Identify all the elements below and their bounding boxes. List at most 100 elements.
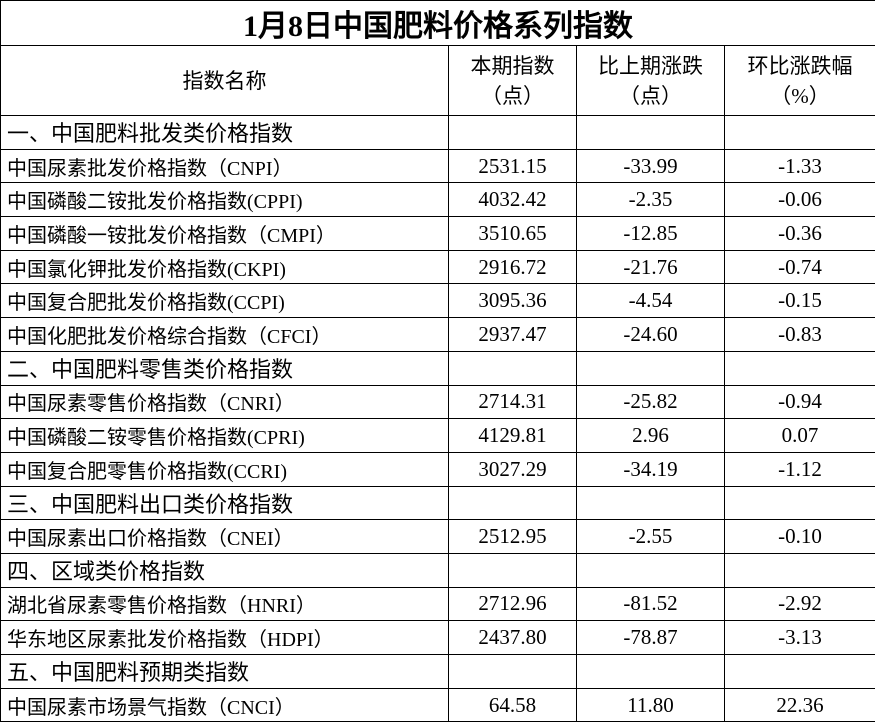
data-row: 华东地区尿素批发价格指数（HDPI） 2437.80 -78.87 -3.13 (0, 620, 875, 655)
header-text: （点） (619, 83, 682, 108)
title-row: 1月8日中国肥料价格系列指数 (0, 0, 875, 46)
name-cell: 五、中国肥料预期类指数 (0, 654, 449, 689)
table-title: 1月8日中国肥料价格系列指数 (0, 0, 875, 46)
value-cell: 4129.81 (448, 418, 577, 453)
value-cell: 3510.65 (448, 216, 577, 251)
header-row: 指数名称 本期指数 （点） 比上期涨跌 （点） 环比涨跌幅 （%） (0, 45, 875, 116)
value-cell: 2714.31 (448, 384, 577, 420)
value-cell: -25.82 (576, 384, 725, 420)
data-row: 中国尿素出口价格指数（CNEI） 2512.95 -2.55 -0.10 (0, 519, 875, 554)
data-row: 中国磷酸二铵批发价格指数(CPPI) 4032.42 -2.35 -0.06 (0, 182, 875, 218)
value-cell: 2712.96 (448, 586, 577, 622)
data-row: 中国复合肥零售价格指数(CCRI) 3027.29 -34.19 -1.12 (0, 451, 875, 487)
empty-cell (576, 552, 725, 588)
name-cell: 中国尿素零售价格指数（CNRI） (0, 384, 449, 420)
value-cell: -1.12 (724, 451, 875, 487)
empty-cell (724, 350, 875, 386)
empty-cell (576, 654, 725, 689)
data-row: 中国磷酸二铵零售价格指数(CPRI) 4129.81 2.96 0.07 (0, 418, 875, 453)
empty-cell (576, 485, 725, 521)
value-cell: -0.06 (724, 182, 875, 218)
name-cell: 二、中国肥料零售类价格指数 (0, 350, 449, 386)
name-cell: 中国尿素批发价格指数（CNPI） (0, 148, 449, 184)
data-row: 中国尿素批发价格指数（CNPI） 2531.15 -33.99 -1.33 (0, 148, 875, 184)
value-cell: -0.15 (724, 283, 875, 319)
value-cell: -33.99 (576, 148, 725, 184)
data-row: 中国氯化钾批发价格指数(CKPI) 2916.72 -21.76 -0.74 (0, 249, 875, 285)
value-cell: 3027.29 (448, 451, 577, 487)
value-cell: 2531.15 (448, 148, 577, 184)
empty-cell (448, 350, 577, 386)
value-cell: 2937.47 (448, 317, 577, 352)
value-cell: -0.83 (724, 317, 875, 352)
value-cell: 22.36 (724, 687, 875, 723)
section-row: 五、中国肥料预期类指数 (0, 654, 875, 689)
name-cell: 华东地区尿素批发价格指数（HDPI） (0, 620, 449, 655)
value-cell: 11.80 (576, 687, 725, 723)
empty-cell (724, 552, 875, 588)
name-cell: 中国复合肥零售价格指数(CCRI) (0, 451, 449, 487)
header-text: （%） (770, 83, 830, 108)
name-cell: 中国磷酸一铵批发价格指数（CMPI） (0, 216, 449, 251)
header-cell: 指数名称 (0, 45, 449, 116)
value-cell: -2.92 (724, 586, 875, 622)
value-cell: -1.33 (724, 148, 875, 184)
empty-cell (448, 654, 577, 689)
data-row: 中国尿素零售价格指数（CNRI） 2714.31 -25.82 -0.94 (0, 384, 875, 420)
empty-cell (448, 552, 577, 588)
section-row: 二、中国肥料零售类价格指数 (0, 350, 875, 386)
value-cell: 64.58 (448, 687, 577, 723)
empty-cell (724, 485, 875, 521)
value-cell: 2.96 (576, 418, 725, 453)
data-row: 中国磷酸一铵批发价格指数（CMPI） 3510.65 -12.85 -0.36 (0, 216, 875, 251)
value-cell: 2916.72 (448, 249, 577, 285)
value-cell: -0.74 (724, 249, 875, 285)
value-cell: 4032.42 (448, 182, 577, 218)
value-cell: -12.85 (576, 216, 725, 251)
header-cell: 本期指数 （点） (448, 45, 577, 116)
header-text: 指数名称 (182, 68, 267, 93)
name-cell: 四、区域类价格指数 (0, 552, 449, 588)
value-cell: 2512.95 (448, 519, 577, 554)
value-cell: -0.94 (724, 384, 875, 420)
header-cell: 比上期涨跌 （点） (576, 45, 725, 116)
header-text: 比上期涨跌 (598, 53, 703, 78)
empty-cell (576, 115, 725, 150)
data-row: 湖北省尿素零售价格指数（HNRI） 2712.96 -81.52 -2.92 (0, 586, 875, 622)
value-cell: -2.35 (576, 182, 725, 218)
empty-cell (724, 654, 875, 689)
name-cell: 中国磷酸二铵零售价格指数(CPRI) (0, 418, 449, 453)
empty-cell (576, 350, 725, 386)
data-row: 中国化肥批发价格综合指数（CFCI） 2937.47 -24.60 -0.83 (0, 317, 875, 352)
name-cell: 中国尿素市场景气指数（CNCI） (0, 687, 449, 723)
empty-cell (448, 115, 577, 150)
value-cell: 0.07 (724, 418, 875, 453)
header-text: 本期指数 (470, 53, 555, 78)
value-cell: -3.13 (724, 620, 875, 655)
section-row: 一、中国肥料批发类价格指数 (0, 115, 875, 150)
value-cell: -24.60 (576, 317, 725, 352)
value-cell: -81.52 (576, 586, 725, 622)
name-cell: 一、中国肥料批发类价格指数 (0, 115, 449, 150)
value-cell: -34.19 (576, 451, 725, 487)
section-row: 三、中国肥料出口类价格指数 (0, 485, 875, 521)
empty-cell (448, 485, 577, 521)
value-cell: 3095.36 (448, 283, 577, 319)
name-cell: 中国磷酸二铵批发价格指数(CPPI) (0, 182, 449, 218)
header-text: （点） (481, 83, 544, 108)
data-row: 中国复合肥批发价格指数(CCPI) 3095.36 -4.54 -0.15 (0, 283, 875, 319)
value-cell: -21.76 (576, 249, 725, 285)
name-cell: 中国氯化钾批发价格指数(CKPI) (0, 249, 449, 285)
data-row: 中国尿素市场景气指数（CNCI） 64.58 11.80 22.36 (0, 687, 875, 723)
value-cell: -0.36 (724, 216, 875, 251)
value-cell: -0.10 (724, 519, 875, 554)
value-cell: -4.54 (576, 283, 725, 319)
name-cell: 中国化肥批发价格综合指数（CFCI） (0, 317, 449, 352)
name-cell: 中国尿素出口价格指数（CNEI） (0, 519, 449, 554)
header-cell: 环比涨跌幅 （%） (724, 45, 875, 116)
name-cell: 中国复合肥批发价格指数(CCPI) (0, 283, 449, 319)
value-cell: 2437.80 (448, 620, 577, 655)
